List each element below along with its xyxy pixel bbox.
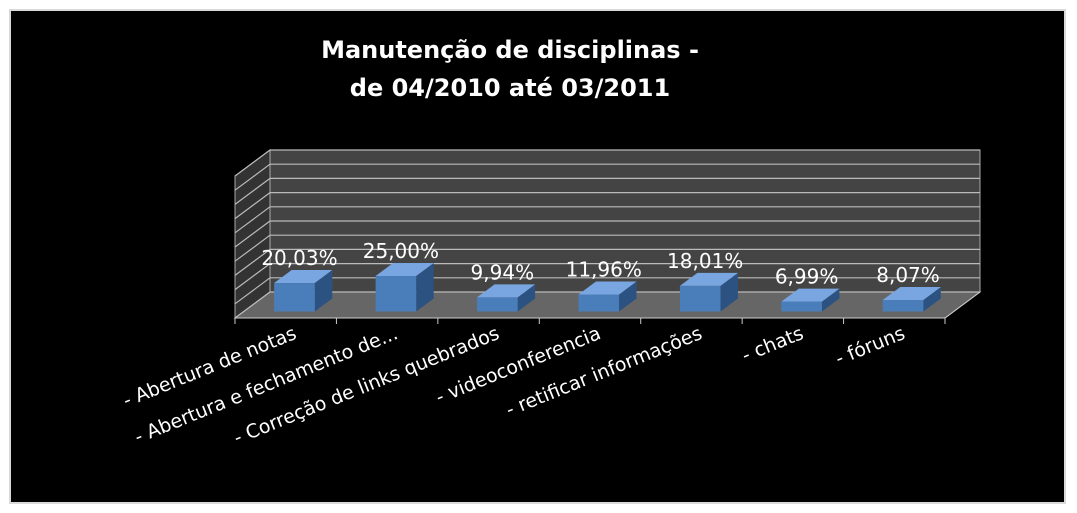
bar-top	[274, 270, 333, 284]
bar-top	[679, 272, 738, 286]
chart-title: de 04/2010 até 03/2011	[350, 74, 670, 102]
bar-side	[517, 284, 536, 312]
bar-top	[882, 287, 941, 301]
grid-line	[234, 206, 980, 234]
bar-top	[375, 263, 434, 276]
grid-line	[234, 248, 980, 276]
bar-top	[477, 284, 536, 298]
bar-top	[578, 281, 637, 295]
bar	[274, 283, 315, 312]
bar	[679, 285, 721, 312]
bar-side	[619, 281, 637, 312]
grid-line	[234, 277, 980, 305]
grid-line	[234, 192, 980, 220]
grid-line	[234, 291, 980, 319]
grid-line	[234, 234, 980, 262]
value-label: 6,99%	[775, 265, 839, 289]
x-axis-depth	[944, 291, 981, 319]
grid-line	[234, 177, 980, 205]
value-label: 18,01%	[667, 249, 743, 273]
bar-side	[923, 287, 941, 312]
bar-top	[781, 288, 840, 302]
value-label: 8,07%	[876, 263, 940, 287]
bar	[375, 276, 417, 312]
bar-side	[821, 288, 840, 312]
bar	[477, 297, 518, 312]
grid-line	[234, 220, 980, 248]
bar	[781, 301, 822, 312]
chart-title: Manutenção de disciplinas -	[321, 36, 699, 64]
grid-line	[234, 263, 980, 291]
grid-line	[234, 163, 980, 191]
bar	[578, 294, 620, 312]
value-label: 20,03%	[261, 246, 337, 270]
value-label: 11,96%	[566, 258, 642, 282]
bar	[882, 300, 924, 312]
bar-side	[416, 263, 434, 312]
value-label: 9,94%	[471, 260, 535, 284]
bar-side	[314, 270, 333, 312]
grid-line	[234, 149, 980, 177]
value-label: 25,00%	[363, 239, 439, 263]
bar-side	[720, 272, 738, 312]
